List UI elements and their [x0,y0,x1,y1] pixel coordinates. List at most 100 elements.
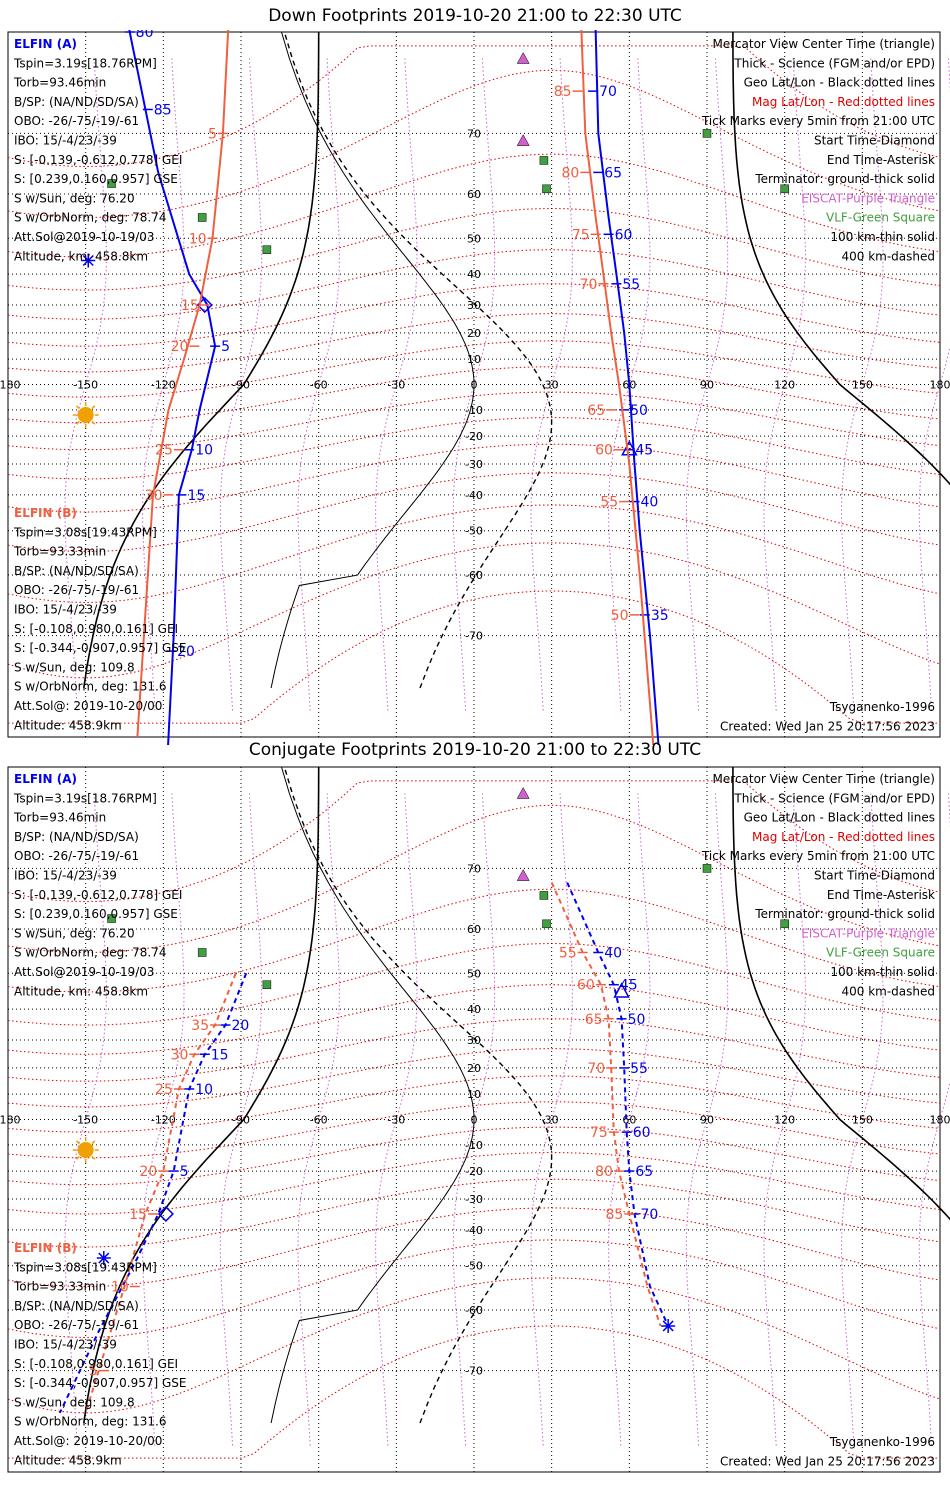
footprint-track: 5 10 15 20 25 30 [136,30,230,738]
lat-tick-label: -40 [465,1224,483,1237]
elfin-a-info: Altitude, km: 458.8km [14,249,148,263]
lon-tick-label: -30 [387,379,405,392]
conjugate-title: Conjugate Footprints 2019-10-20 21:00 to… [248,740,702,760]
legend-entry: EISCAT-Purple Triangle [801,926,935,940]
legend-entry: End Time-Asterisk [827,153,935,167]
vlf-square [780,919,789,929]
tick-label: 70 [641,1207,659,1223]
lat-tick-label: 40 [467,1003,481,1016]
lon-tick-label: 150 [852,379,873,392]
mag-lat-line [7,780,941,903]
footer-text: Tsyganenko-1996 [829,700,935,714]
elfin-b-info: Att.Sol@: 2019-10-20/00 [14,1434,162,1448]
terminator-west [83,766,320,1424]
vlf-square [262,980,272,989]
legend-entry: Terminator: ground-thick solid [754,172,935,186]
lat-tick-label: -30 [465,458,483,471]
legend-entry: 400 km-dashed [841,984,935,998]
tick-label: 15 [187,488,205,504]
tick-label: 80 [136,30,154,41]
end-asterisk [661,1318,676,1333]
vlf-square [542,184,551,194]
vlf-square [262,245,272,254]
lon-tick-label: -150 [73,1114,98,1127]
geo-grid [7,32,941,737]
tick-label: 15 [129,1207,147,1223]
tick-label: 10 [111,1280,129,1296]
lon-tick-label: 30 [545,1114,559,1127]
elfin-b-info: Tspin=3.08s[19.43RPM] [13,1260,157,1274]
vlf-square [542,919,551,929]
tick-label: 85 [606,1207,624,1223]
lat-tick-label: 10 [467,353,481,366]
lat-tick-label: 50 [467,967,481,980]
tick-label: 80 [561,165,579,181]
elfin-a-info: S: [0.239,0.160,0.957] GSE [14,172,178,186]
eiscat-triangle [516,869,530,881]
footprint-line [594,30,660,745]
legend-entry: Tick Marks every 5min from 21:00 UTC [701,114,935,128]
conjugate-footprints-chart: -180-150-120-90-60-300306090120150180706… [0,766,950,1473]
lat-tick-label: -20 [465,430,483,443]
tick-label: 65 [587,403,605,419]
elfin-a-info: S w/Sun, deg: 76.20 [14,191,135,205]
tick-label: 25 [155,1082,173,1098]
altitude-400km [283,766,553,1424]
elfin-b-info: Tspin=3.08s[19.43RPM] [13,525,157,539]
elfin-a-info: Torb=93.46min [13,811,106,825]
lon-tick-label: 120 [774,1114,795,1127]
elfin-a-info: S: [0.239,0.160,0.957] GSE [14,907,178,921]
lon-tick-label: -120 [151,379,176,392]
vlf-square [107,179,116,188]
elfin-b-info: S: [-0.108,0.980,0.161] GEI [14,622,178,636]
tick-label: 70 [599,84,617,100]
elfin-a-info: S: [-0.139,-0.612,0.778] GEI [14,153,182,167]
tick-label: 60 [595,443,613,459]
lon-tick-label: 90 [700,1114,714,1127]
elfin-a-info: OBO: -26/-75/-19/-61 [14,114,139,128]
mag-lat-line [7,504,941,604]
elfin-b-info: S w/Sun, deg: 109.8 [14,660,135,674]
tick-label: 65 [585,1012,603,1028]
tick-label: 55 [630,1061,648,1077]
legend-entry: Geo Lat/Lon - Black dotted lines [744,811,935,825]
elfin-b-info: S: [-0.108,0.980,0.161] GEI [14,1357,178,1371]
lon-tick-label: -90 [232,1114,250,1127]
elfin-a-info: Tspin=3.19s[18.76RPM] [13,56,157,70]
lon-tick-label: 180 [930,379,950,392]
elfin-b-info: S: [-0.344,-0.907,0.957] GSE [14,1376,187,1390]
vlf-square [539,891,549,900]
eiscat-triangle [516,787,530,799]
mag-lat-line [7,249,941,320]
altitude-400km [283,31,553,689]
elfin-a-info: Altitude, km: 458.8km [14,984,148,998]
mag-lat-line [7,417,941,480]
lat-tick-label: 10 [467,1088,481,1101]
lon-tick-label: 90 [700,379,714,392]
tick-label: 50 [628,1012,646,1028]
footer-text: Created: Wed Jan 25 20:17:56 2023 [720,719,935,733]
tick-label: 20 [231,1018,249,1034]
tick-label: 65 [635,1164,653,1180]
tick-label: 40 [604,945,622,961]
mag-lat-line [7,1239,941,1339]
vlf-square [780,184,789,194]
elfin-a-info: Tspin=3.19s[18.76RPM] [13,791,157,805]
sun-icon [72,1137,99,1164]
legend-entry: Mag Lat/Lon - Red dotted lines [752,830,935,844]
footprint-track: 80 85 5 10 15 20 [81,30,230,745]
mag-lat-line [7,804,941,954]
tick-label: 75 [590,1125,608,1141]
sun-icon [72,402,99,429]
legend-entry: Terminator: ground-thick solid [754,907,935,921]
elfin-b-info: Altitude: 458.9km [14,1453,122,1467]
vlf-square [197,948,207,957]
elfin-b-info: S w/OrbNorm, deg: 131.6 [14,680,166,694]
mag-lat-line [7,984,941,1055]
tick-label: 80 [595,1164,613,1180]
vlf-square [702,864,712,873]
footprint-track: 85 80 75 70 65 60 55 50 [554,30,655,745]
